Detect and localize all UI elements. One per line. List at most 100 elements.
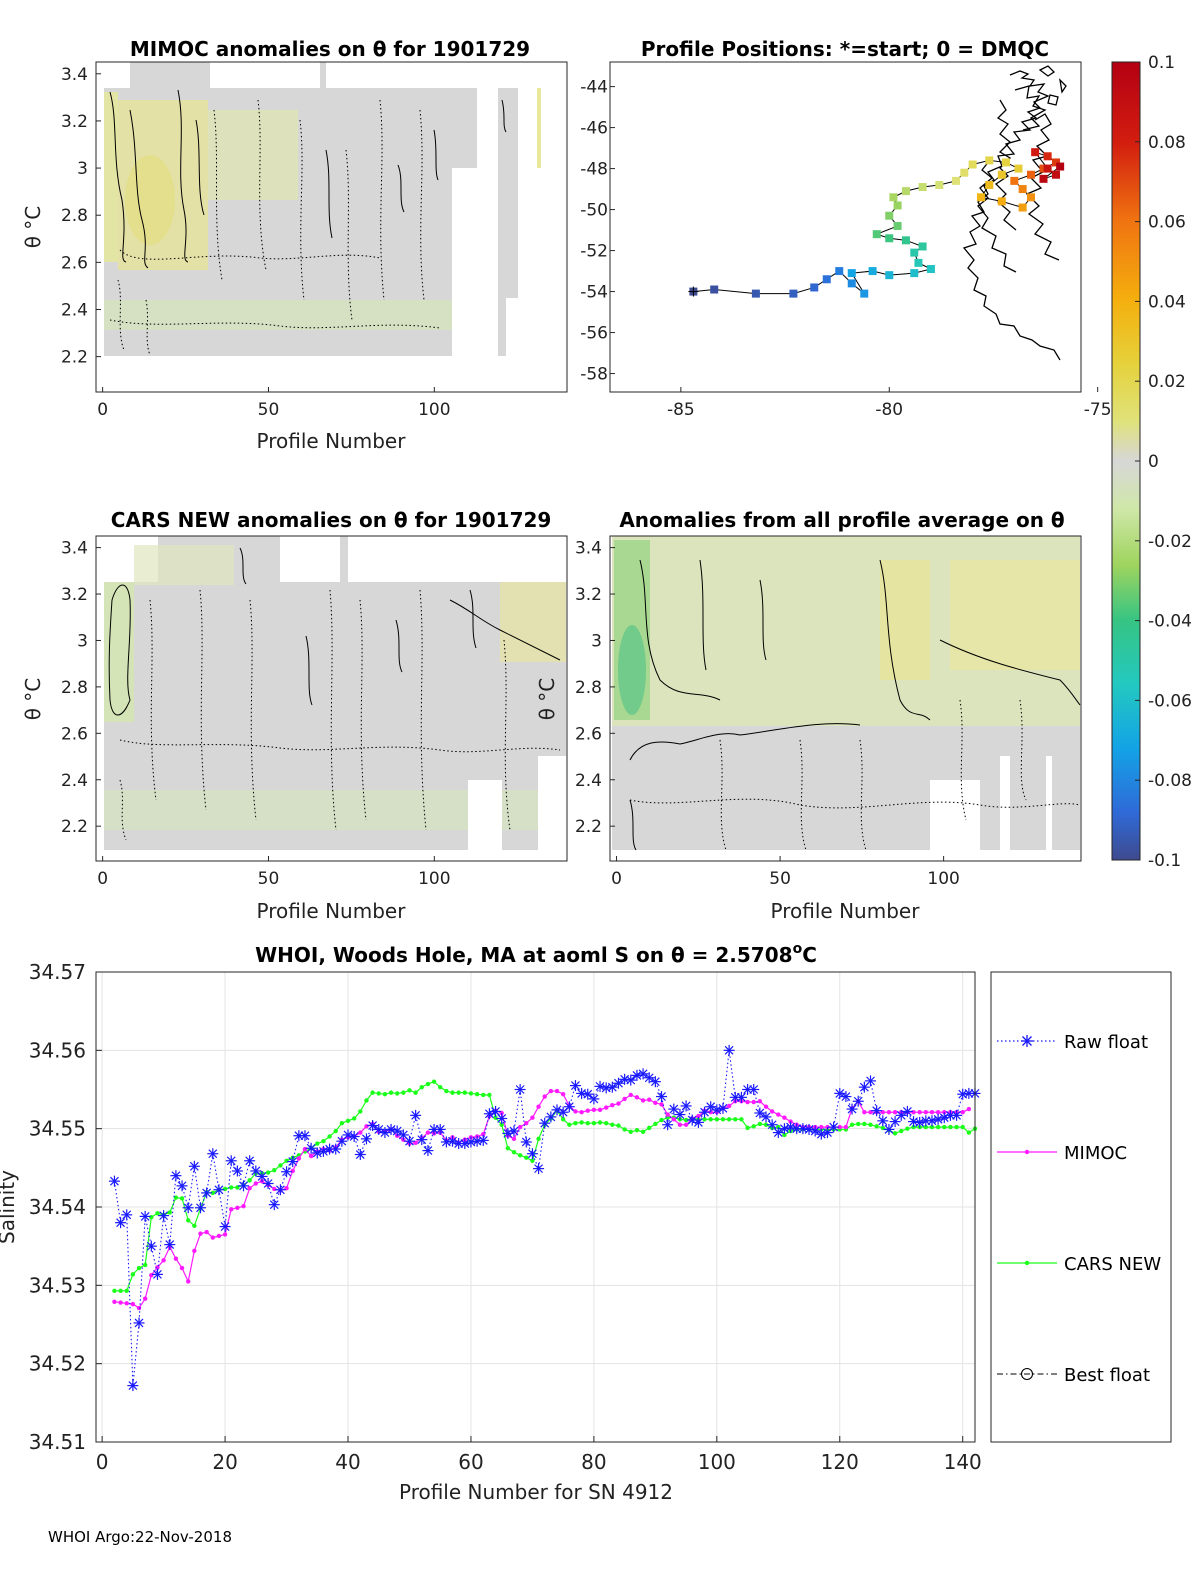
profile-position-marker bbox=[918, 183, 927, 192]
raw-float-point bbox=[139, 1210, 151, 1222]
y-tick-label: -52 bbox=[580, 242, 608, 262]
cars-point bbox=[345, 1118, 351, 1124]
colorbar-tick-label: 0.02 bbox=[1148, 372, 1186, 392]
mimoc-point bbox=[634, 1095, 640, 1100]
x-tick-label: -75 bbox=[1084, 400, 1112, 420]
cars-point bbox=[567, 1122, 572, 1127]
mimoc-axis-ticks: 0 50 100 3.4 3.2 3 2.8 2.6 2.4 2.2 bbox=[61, 65, 451, 420]
cars-point bbox=[278, 1163, 283, 1168]
raw-float-point bbox=[379, 1127, 391, 1139]
x-tick-label: 0 bbox=[97, 869, 108, 889]
profile-position-marker bbox=[935, 180, 944, 189]
y-tick-label: 34.52 bbox=[29, 1352, 86, 1376]
legend-item-raw-float: Raw float bbox=[997, 1032, 1148, 1053]
cars-point bbox=[659, 1117, 664, 1123]
raw-float-point bbox=[410, 1109, 422, 1121]
contour bbox=[325, 149, 333, 239]
raw-float-point bbox=[287, 1156, 299, 1168]
raw-float-point bbox=[803, 1123, 815, 1135]
raw-float-point bbox=[563, 1101, 575, 1113]
mimoc-point bbox=[659, 1102, 664, 1107]
cars-point bbox=[124, 1288, 129, 1294]
profile-position-marker bbox=[1018, 203, 1027, 212]
contour bbox=[879, 559, 931, 721]
mimoc-field-strip bbox=[498, 88, 518, 298]
mimoc-weak-patch bbox=[208, 110, 298, 200]
cars-point bbox=[186, 1218, 191, 1223]
cars-point bbox=[511, 1149, 517, 1155]
y-tick-label: 3.4 bbox=[61, 539, 88, 559]
mimoc-point bbox=[204, 1229, 209, 1235]
profile-position-marker bbox=[985, 180, 994, 189]
mimoc-point bbox=[929, 1110, 935, 1115]
mimoc-point bbox=[118, 1300, 123, 1305]
raw-float-point bbox=[182, 1202, 194, 1214]
y-tick-label: 2.4 bbox=[61, 301, 88, 321]
y-tick-label: 2.6 bbox=[61, 253, 88, 273]
avg-axis-ticks: 0 50 100 3.4 3.2 3 2.8 2.6 2.4 2.2 bbox=[575, 539, 960, 889]
cars-point bbox=[935, 1124, 941, 1130]
avg-warm-patch bbox=[950, 560, 1080, 670]
contour bbox=[629, 723, 861, 761]
y-tick-label: -50 bbox=[580, 201, 608, 221]
cars-point bbox=[462, 1090, 468, 1095]
mimoc-point bbox=[142, 1296, 148, 1301]
cars-point bbox=[351, 1116, 357, 1121]
cars-warm-patch bbox=[500, 582, 566, 662]
cars-point bbox=[401, 1090, 406, 1095]
contour bbox=[469, 589, 477, 649]
raw-float-point bbox=[213, 1184, 225, 1196]
cars-point bbox=[665, 1115, 670, 1120]
mimoc-field-strip-bottom bbox=[498, 298, 506, 356]
mimoc-point bbox=[751, 1099, 756, 1105]
profile-position-marker bbox=[1014, 164, 1023, 173]
mimoc-point bbox=[843, 1124, 849, 1130]
cars-point bbox=[726, 1117, 732, 1122]
profile-position-marker bbox=[847, 279, 856, 288]
raw-float-point bbox=[434, 1123, 446, 1135]
mimoc-point bbox=[296, 1156, 302, 1161]
contour-dotted bbox=[119, 739, 561, 753]
cars-point bbox=[474, 1092, 480, 1097]
cars-point bbox=[591, 1120, 597, 1126]
cars-point bbox=[431, 1079, 437, 1084]
raw-float-point bbox=[772, 1127, 784, 1139]
mimoc-point bbox=[579, 1110, 584, 1115]
raw-float-point bbox=[735, 1091, 747, 1103]
profile-position-marker bbox=[885, 271, 894, 280]
y-tick-label: 34.56 bbox=[29, 1038, 86, 1062]
contour-dotted bbox=[119, 779, 127, 841]
mimoc-point bbox=[837, 1124, 842, 1130]
raw-float-point bbox=[164, 1239, 176, 1251]
mimoc-point bbox=[745, 1099, 750, 1105]
profile-position-marker bbox=[918, 242, 927, 251]
contour bbox=[759, 579, 767, 661]
salinity-ylabel: Salinity bbox=[0, 1170, 19, 1244]
legend-item-mimoc: MIMOC bbox=[997, 1143, 1127, 1164]
cars-point bbox=[954, 1124, 959, 1130]
raw-float-point bbox=[108, 1175, 120, 1187]
colorbar-tick-label: -0.04 bbox=[1148, 612, 1192, 632]
raw-float-point bbox=[520, 1136, 532, 1148]
y-tick-label: 3.4 bbox=[575, 539, 602, 559]
mimoc-field-notch bbox=[320, 62, 326, 88]
cars-field-top-strip bbox=[340, 536, 348, 586]
cars-point bbox=[339, 1120, 345, 1126]
profile-position-marker bbox=[960, 168, 969, 177]
raw-float-point bbox=[778, 1123, 790, 1135]
profile-position-marker bbox=[822, 275, 831, 284]
y-tick-label: 34.54 bbox=[29, 1195, 86, 1219]
raw-float-point bbox=[496, 1112, 508, 1124]
contour-dotted bbox=[959, 699, 967, 821]
cars-point bbox=[222, 1186, 228, 1192]
raw-float-point bbox=[385, 1123, 397, 1135]
colorbar-tick-label: -0.06 bbox=[1148, 691, 1192, 711]
raw-float-point bbox=[951, 1109, 963, 1121]
raw-float-point bbox=[674, 1109, 686, 1121]
salinity-legend: Raw float MIMOC CARS NEW Best float bbox=[990, 971, 1172, 1443]
mimoc-point bbox=[198, 1231, 203, 1236]
cars-point bbox=[333, 1128, 338, 1134]
avg-contours bbox=[629, 559, 1081, 851]
cars-point bbox=[849, 1122, 855, 1127]
cars-point bbox=[524, 1155, 529, 1160]
